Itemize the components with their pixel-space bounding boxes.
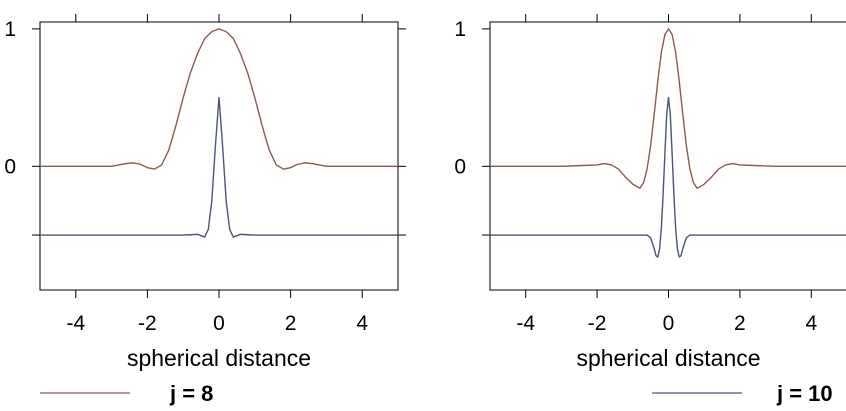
x-axis-label: spherical distance	[127, 345, 311, 371]
curve-j8-scaling	[40, 28, 398, 170]
curve-j10-wavelet	[490, 96, 846, 258]
x-tick-label: 0	[213, 312, 225, 335]
y-tick-label: 0	[4, 155, 16, 178]
chart-panel-left: -4 -2 0 2 4 0 1 spherical distance	[4, 14, 406, 371]
x-axis-label: spherical distance	[576, 345, 760, 371]
x-tick-label: -2	[588, 312, 607, 335]
legend-left: j = 8	[40, 381, 213, 406]
plot-frame	[39, 21, 399, 291]
curve-j8-wavelet	[40, 96, 398, 238]
x-tick-label: 4	[805, 312, 817, 335]
x-tick-label: 2	[285, 312, 297, 335]
x-tick-label: -4	[516, 312, 535, 335]
x-tick-label: 2	[734, 312, 746, 335]
legend-label-j8: j = 8	[169, 381, 213, 406]
x-tick-label: -4	[66, 312, 85, 335]
legend-label-j10: j = 10	[776, 381, 833, 406]
y-tick-label: 1	[454, 18, 466, 41]
x-tick-label: 0	[663, 312, 675, 335]
curve-j10-scaling	[490, 28, 846, 189]
legend-right: j = 10	[652, 381, 833, 406]
chart-panel-right: -4 -2 0 2 4 0 1 spherical distance	[454, 14, 846, 371]
plot-frame	[489, 21, 846, 291]
x-tick-label: 4	[356, 312, 368, 335]
x-tick-label: -2	[138, 312, 157, 335]
y-tick-label: 0	[454, 155, 466, 178]
y-tick-label: 1	[4, 18, 16, 41]
